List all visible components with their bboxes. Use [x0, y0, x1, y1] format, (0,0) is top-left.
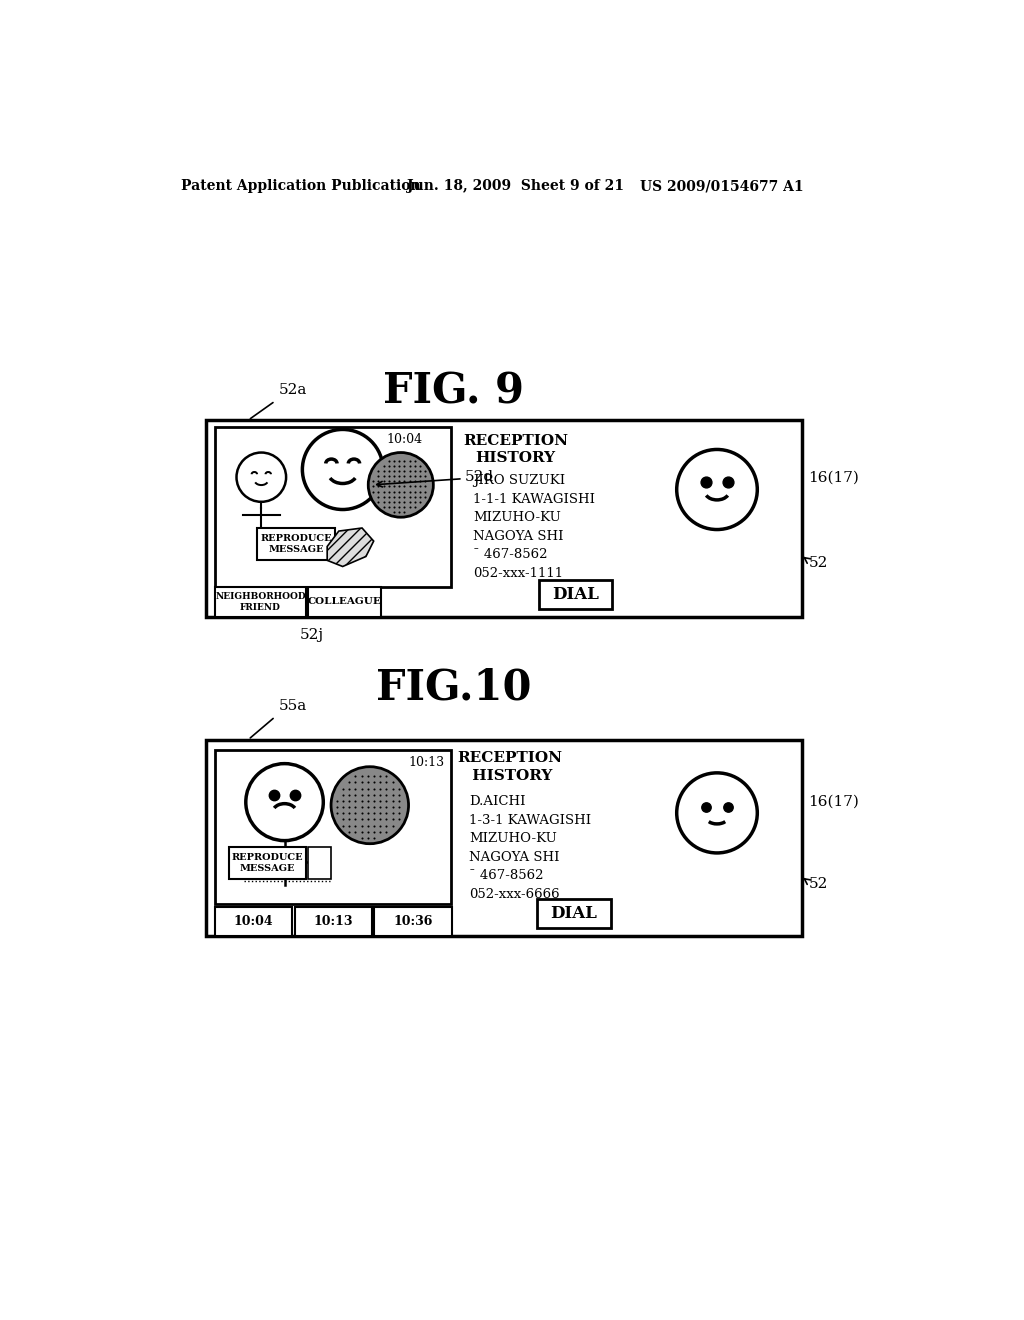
Text: Jun. 18, 2009  Sheet 9 of 21: Jun. 18, 2009 Sheet 9 of 21 [407, 180, 624, 193]
Circle shape [369, 453, 433, 517]
Text: 10:36: 10:36 [393, 915, 433, 928]
Bar [538, 899, 611, 928]
Text: 52a: 52a [280, 383, 307, 397]
Text: 16(17): 16(17) [809, 471, 859, 484]
Text: COLLEAGUE: COLLEAGUE [307, 598, 382, 606]
Bar [228, 847, 306, 879]
Text: 52: 52 [809, 876, 827, 891]
Text: FIG. 9: FIG. 9 [383, 370, 524, 412]
Polygon shape [328, 528, 374, 566]
Text: NEIGHBORHOOD
FRIEND: NEIGHBORHOOD FRIEND [215, 593, 306, 611]
Bar [257, 528, 335, 561]
Text: US 2009/0154677 A1: US 2009/0154677 A1 [640, 180, 803, 193]
Bar [539, 579, 612, 609]
Text: 52: 52 [809, 556, 827, 570]
Circle shape [237, 453, 286, 502]
Bar [308, 847, 331, 879]
Text: 52j: 52j [300, 628, 325, 642]
Bar [215, 428, 452, 587]
Bar [215, 587, 306, 616]
Text: RECEPTION
 HISTORY: RECEPTION HISTORY [458, 751, 562, 783]
Circle shape [331, 767, 409, 843]
Text: 10:13: 10:13 [409, 756, 445, 770]
Circle shape [677, 774, 758, 853]
Bar [215, 907, 292, 936]
Text: DIAL: DIAL [551, 906, 597, 923]
Text: D.AICHI
1-3-1 KAWAGISHI
MIZUHO-KU
NAGOYA SHI
¯ 467-8562
052-xxx-6666: D.AICHI 1-3-1 KAWAGISHI MIZUHO-KU NAGOYA… [469, 795, 591, 900]
Text: 10:13: 10:13 [313, 915, 353, 928]
Text: 10:04: 10:04 [233, 915, 273, 928]
Bar [206, 739, 802, 936]
Text: 52d: 52d [465, 470, 495, 484]
Bar [206, 420, 802, 616]
Text: JIRO SUZUKI
1-1-1 KAWAGISHI
MIZUHO-KU
NAGOYA SHI
¯ 467-8562
052-xxx-1111: JIRO SUZUKI 1-1-1 KAWAGISHI MIZUHO-KU NA… [473, 474, 595, 579]
Bar [308, 587, 381, 616]
Text: 16(17): 16(17) [809, 795, 859, 808]
Bar [295, 907, 372, 936]
Text: Patent Application Publication: Patent Application Publication [180, 180, 420, 193]
Bar [375, 907, 452, 936]
Circle shape [246, 763, 324, 841]
Text: FIG.10: FIG.10 [376, 667, 531, 709]
Text: 55a: 55a [280, 698, 307, 713]
Circle shape [677, 449, 758, 529]
Text: REPRODUCE
MESSAGE: REPRODUCE MESSAGE [260, 535, 332, 554]
Bar [215, 750, 452, 904]
Text: DIAL: DIAL [552, 586, 599, 603]
Text: 10:04: 10:04 [387, 433, 423, 446]
Text: REPRODUCE
MESSAGE: REPRODUCE MESSAGE [231, 853, 303, 873]
Text: RECEPTION
HISTORY: RECEPTION HISTORY [463, 434, 568, 466]
Circle shape [302, 429, 383, 510]
